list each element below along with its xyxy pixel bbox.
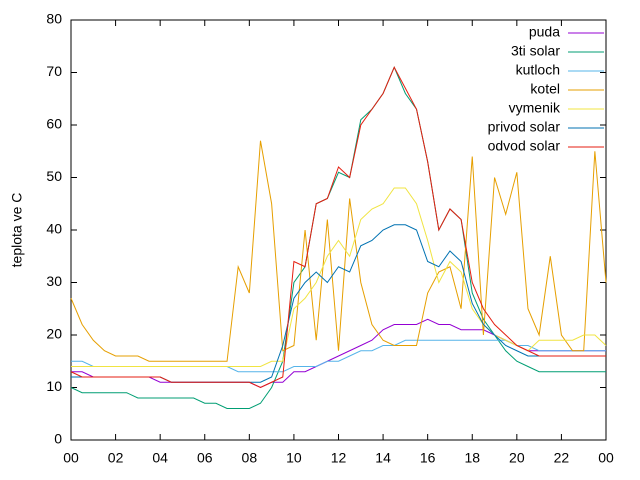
y-tick-label: 30 [46, 273, 62, 289]
x-tick-label: 02 [108, 450, 124, 466]
legend-label: kotel [530, 81, 560, 97]
x-tick-label: 04 [152, 450, 168, 466]
legend-label: odvod solar [488, 138, 561, 154]
legend-label: kutloch [516, 62, 560, 78]
y-tick-label: 70 [46, 63, 62, 79]
x-tick-label: 00 [598, 450, 614, 466]
series-line [70, 140, 607, 362]
x-tick-label: 22 [554, 450, 570, 466]
x-tick-label: 12 [331, 450, 347, 466]
x-tick-label: 00 [63, 450, 79, 466]
x-tick-label: 18 [464, 450, 480, 466]
legend-label: privod solar [488, 119, 561, 135]
x-tick-label: 08 [242, 450, 258, 466]
x-tick-label: 16 [420, 450, 436, 466]
series-line [70, 66, 606, 389]
series-line [70, 65, 606, 409]
x-tick-label: 20 [509, 450, 525, 466]
y-tick-label: 40 [46, 221, 62, 237]
x-tick-label: 10 [286, 450, 302, 466]
y-axis-label: teplota ve C [9, 193, 25, 268]
legend-label: puda [529, 24, 560, 40]
legend-label: 3ti solar [511, 43, 560, 59]
x-tick-label: 06 [197, 450, 213, 466]
y-tick-label: 0 [54, 431, 62, 447]
y-tick-label: 10 [46, 378, 62, 394]
y-tick-label: 60 [46, 116, 62, 132]
x-tick-label: 14 [375, 450, 391, 466]
y-tick-label: 20 [46, 326, 62, 342]
y-tick-label: 80 [46, 11, 62, 27]
series-line [71, 224, 606, 383]
y-tick-label: 50 [46, 168, 62, 184]
legend-label: vymenik [509, 100, 561, 116]
